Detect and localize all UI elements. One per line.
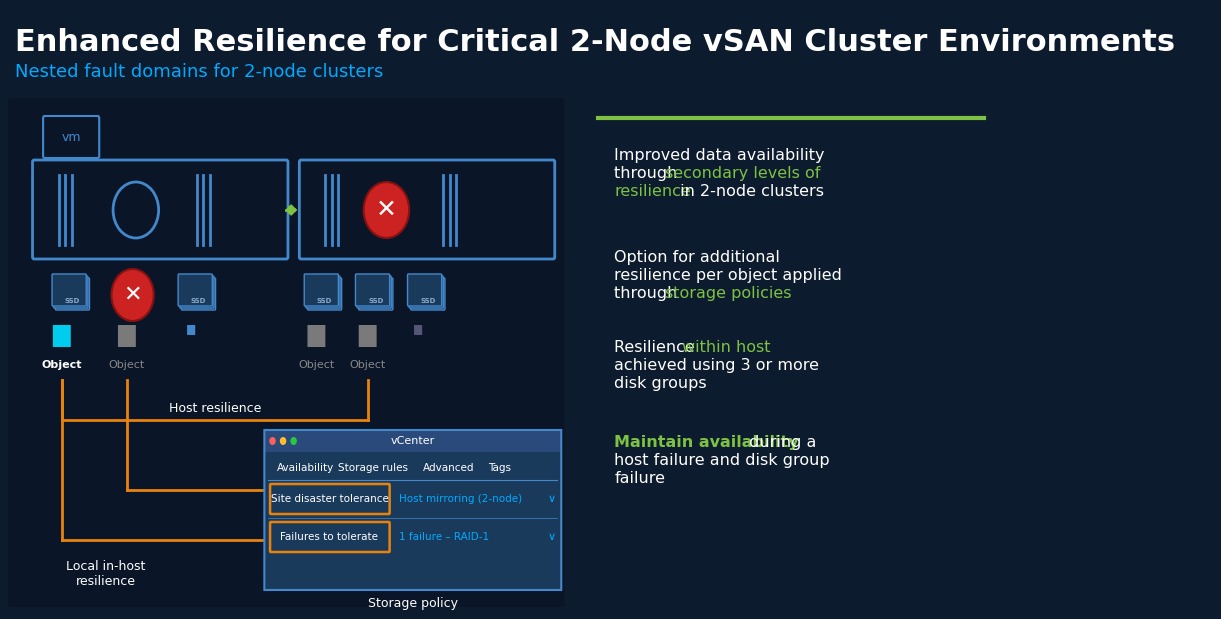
FancyBboxPatch shape [410,278,444,310]
Text: storage policies: storage policies [664,286,791,301]
FancyBboxPatch shape [308,325,325,347]
FancyBboxPatch shape [308,278,342,310]
Text: failure: failure [614,471,665,486]
Text: Nested fault domains for 2-node clusters: Nested fault domains for 2-node clusters [15,63,383,81]
Circle shape [291,437,297,445]
Text: Object: Object [298,360,335,370]
Text: secondary levels of: secondary levels of [664,166,821,181]
Text: Availability: Availability [277,463,333,473]
FancyBboxPatch shape [357,276,391,308]
FancyBboxPatch shape [178,274,212,306]
Text: Object: Object [109,360,145,370]
FancyBboxPatch shape [359,278,393,310]
Text: Advanced: Advanced [422,463,475,473]
Text: vm: vm [62,131,82,144]
Text: SSD: SSD [317,298,332,304]
Text: Site disaster tolerance: Site disaster tolerance [271,494,388,504]
FancyBboxPatch shape [53,325,71,347]
Text: Maintain availability: Maintain availability [614,435,799,450]
FancyBboxPatch shape [355,274,389,306]
Polygon shape [287,205,295,215]
Text: disk groups: disk groups [614,376,707,391]
Circle shape [111,269,154,321]
Circle shape [280,437,287,445]
Text: Resilience: Resilience [614,340,700,355]
FancyBboxPatch shape [265,430,562,452]
FancyBboxPatch shape [182,278,216,310]
FancyBboxPatch shape [408,274,442,306]
FancyBboxPatch shape [9,98,564,607]
Text: vCenter: vCenter [391,436,435,446]
Text: Host resilience: Host resilience [170,402,261,415]
Text: ✕: ✕ [376,198,397,222]
Text: Enhanced Resilience for Critical 2-Node vSAN Cluster Environments: Enhanced Resilience for Critical 2-Node … [15,27,1175,56]
FancyBboxPatch shape [304,274,338,306]
FancyBboxPatch shape [414,325,422,335]
FancyBboxPatch shape [53,274,87,306]
Text: within host: within host [683,340,770,355]
Text: in 2-node clusters: in 2-node clusters [675,184,824,199]
Circle shape [270,437,276,445]
FancyBboxPatch shape [359,325,376,347]
FancyBboxPatch shape [305,276,339,308]
Text: SSD: SSD [65,298,81,304]
Text: SSD: SSD [420,298,436,304]
Text: SSD: SSD [190,298,206,304]
Text: Object: Object [42,360,82,370]
Text: resilience: resilience [614,184,691,199]
Text: resilience per object applied: resilience per object applied [614,268,842,283]
Text: ∨: ∨ [547,494,556,504]
Text: Storage policy: Storage policy [368,597,458,610]
FancyBboxPatch shape [187,325,195,335]
FancyBboxPatch shape [179,276,214,308]
Text: Option for additional: Option for additional [614,250,780,265]
Text: Storage rules: Storage rules [337,463,408,473]
Text: host failure and disk group: host failure and disk group [614,453,830,468]
FancyBboxPatch shape [118,325,136,347]
Text: Tags: Tags [488,463,512,473]
Text: achieved using 3 or more: achieved using 3 or more [614,358,819,373]
FancyBboxPatch shape [55,278,89,310]
Text: Failures to tolerate: Failures to tolerate [281,532,379,542]
Text: through: through [614,286,683,301]
FancyBboxPatch shape [54,276,88,308]
Text: through: through [614,166,683,181]
Text: 1 failure – RAID-1: 1 failure – RAID-1 [398,532,488,542]
Text: Improved data availability: Improved data availability [614,148,824,163]
FancyBboxPatch shape [409,276,443,308]
Text: ✕: ✕ [123,285,142,305]
Text: Local in-host
resilience: Local in-host resilience [66,560,145,588]
Circle shape [364,182,409,238]
Text: during a: during a [745,435,817,450]
FancyBboxPatch shape [265,452,562,590]
Text: Object: Object [349,360,386,370]
Text: SSD: SSD [368,298,383,304]
Text: ∨: ∨ [547,532,556,542]
Text: Host mirroring (2-node): Host mirroring (2-node) [398,494,521,504]
